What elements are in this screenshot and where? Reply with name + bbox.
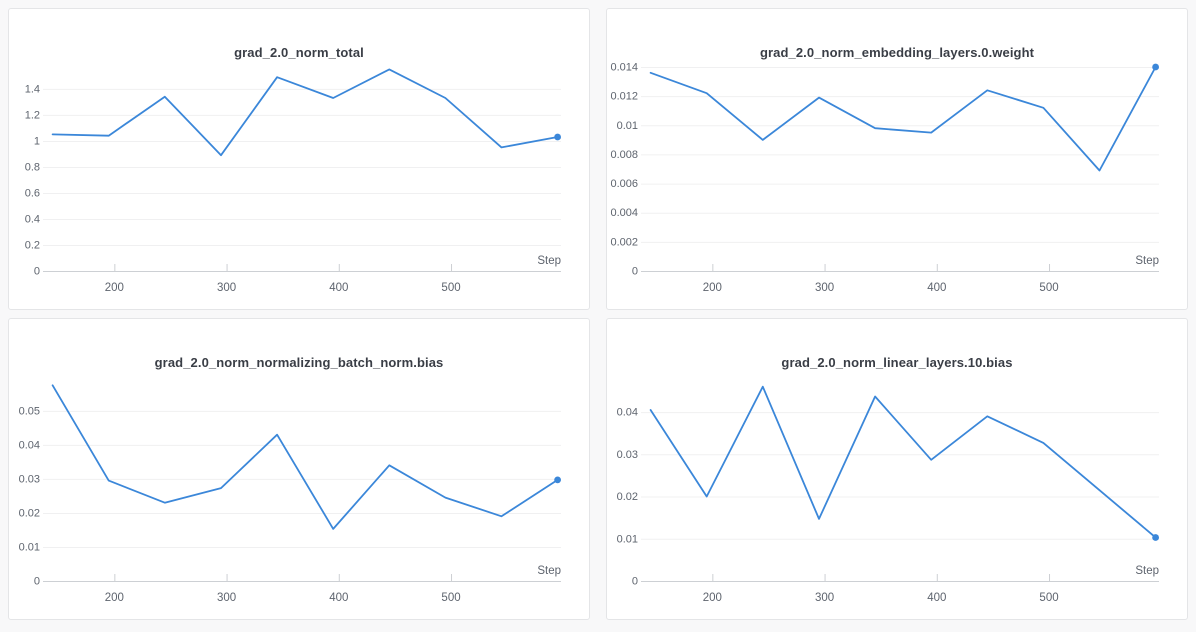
x-tick-label: 500: [441, 592, 460, 604]
y-tick-label: 0.008: [610, 149, 638, 161]
chart-svg: 0 0.01 0.02 0.03 0.04 200 300 400 500 Step: [617, 359, 1159, 604]
x-tick-label: 400: [329, 592, 348, 604]
x-tick-label: 200: [703, 592, 722, 604]
end-point-marker: [1152, 534, 1159, 541]
y-tick-label: 0.04: [19, 439, 40, 451]
y-tick-label: 0.01: [617, 533, 638, 545]
x-tick-label: 500: [441, 282, 460, 294]
x-tick-label: 300: [815, 282, 834, 294]
chart-title: grad_2.0_norm_linear_layers.10.bias: [607, 355, 1187, 370]
y-tick-label: 0: [632, 576, 638, 588]
y-tick-label: 0.05: [19, 405, 40, 417]
chart-title: grad_2.0_norm_total: [9, 45, 589, 60]
y-tick-label: 0.012: [610, 91, 638, 103]
x-tick-label: 400: [927, 592, 946, 604]
y-tick-label: 0.014: [610, 62, 638, 74]
x-tick-label: 300: [217, 282, 236, 294]
y-tick-label: 0.02: [617, 491, 638, 503]
chart-panel-grad-norm-embedding-layers-0-weight[interactable]: grad_2.0_norm_embedding_layers.0.weight …: [606, 8, 1188, 310]
x-tick-label: 400: [927, 282, 946, 294]
step-axis-label: Step: [1135, 255, 1159, 267]
y-tick-label: 0.02: [19, 507, 40, 519]
plot-area[interactable]: [641, 359, 1159, 581]
plot-area[interactable]: [641, 49, 1159, 271]
series-line: [649, 66, 1157, 172]
y-tick-label: 0.002: [610, 236, 638, 248]
y-tick-label: 0.4: [25, 213, 40, 225]
y-tick-label: 0.04: [617, 407, 638, 419]
y-tick-label: 0.2: [25, 239, 40, 251]
y-tick-label: 0.006: [610, 178, 638, 190]
x-tick-label: 500: [1039, 592, 1058, 604]
chart-svg: 0 0.2 0.4 0.6 0.8 1 1.2 1.4 200 300 400 500 Step: [25, 49, 561, 294]
y-tick-label: 0.03: [19, 473, 40, 485]
series-line: [51, 68, 559, 157]
x-tick-label: 200: [105, 592, 124, 604]
chart-panel-grad-norm-normalizing-batch-norm-bias[interactable]: grad_2.0_norm_normalizing_batch_norm.bia…: [8, 318, 590, 620]
y-tick-label: 0.8: [25, 161, 40, 173]
chart-svg: 0 0.01 0.02 0.03 0.04 0.05 200 300 400 500 Step: [19, 359, 561, 604]
chart-panel-grad-norm-total[interactable]: grad_2.0_norm_total 0 0.2 0.4 0.6 0.8 1 1.2 1.4…: [8, 8, 590, 310]
x-tick-label: 300: [217, 592, 236, 604]
step-axis-label: Step: [1135, 565, 1159, 577]
x-tick-label: 400: [329, 282, 348, 294]
y-tick-label: 0: [34, 266, 40, 278]
x-tick-label: 200: [105, 282, 124, 294]
end-point-marker: [554, 133, 561, 141]
chart-panel-grad-norm-linear-layers-10-bias[interactable]: grad_2.0_norm_linear_layers.10.bias 0 0.0…: [606, 318, 1188, 620]
x-tick-label: 500: [1039, 282, 1058, 294]
end-point-marker: [1152, 63, 1159, 71]
series-line: [51, 384, 559, 530]
chart-title: grad_2.0_norm_normalizing_batch_norm.bia…: [9, 355, 589, 370]
y-tick-label: 0.01: [19, 541, 40, 553]
chart-title: grad_2.0_norm_embedding_layers.0.weight: [607, 45, 1187, 60]
y-tick-label: 0: [34, 576, 40, 588]
step-axis-label: Step: [537, 255, 561, 267]
y-tick-label: 0.01: [617, 120, 638, 132]
y-tick-label: 0: [632, 266, 638, 278]
step-axis-label: Step: [537, 565, 561, 577]
end-point-marker: [554, 476, 561, 484]
x-tick-label: 200: [703, 282, 722, 294]
y-tick-label: 0.004: [610, 207, 638, 219]
y-tick-label: 1.2: [25, 109, 40, 121]
chart-svg: 0 0.002 0.004 0.006 0.008 0.01 0.012 0.014 200 30…: [610, 49, 1159, 294]
y-tick-label: 1.4: [25, 83, 40, 95]
y-tick-label: 0.03: [617, 449, 638, 461]
y-tick-label: 1: [34, 135, 40, 147]
x-tick-label: 300: [815, 592, 834, 604]
plot-area[interactable]: [43, 49, 561, 271]
y-tick-label: 0.6: [25, 187, 40, 199]
plot-area[interactable]: [43, 359, 561, 581]
series-line: [649, 385, 1157, 539]
